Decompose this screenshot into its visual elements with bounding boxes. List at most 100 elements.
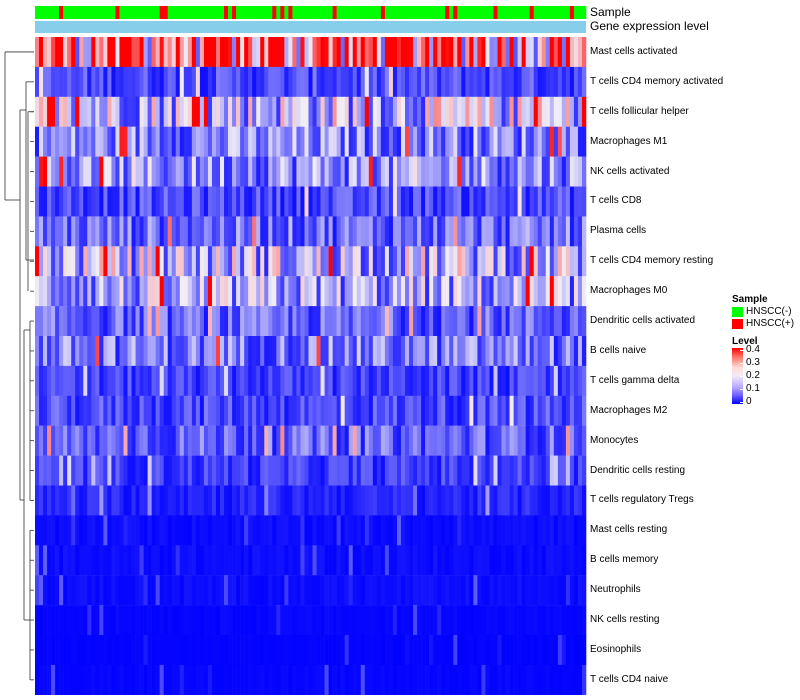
heatmap-cell	[155, 605, 160, 636]
heatmap-cell	[59, 276, 64, 307]
row-label: T cells CD4 naive	[590, 673, 669, 685]
heatmap-cell	[553, 66, 559, 97]
heatmap-cell	[115, 96, 120, 127]
heatmap-cell	[103, 66, 108, 97]
heatmap-cell	[473, 66, 478, 97]
heatmap-cell	[409, 306, 414, 337]
heatmap-cell	[147, 365, 152, 396]
heatmap-cell	[489, 575, 494, 606]
heatmap-cell	[79, 66, 84, 97]
heatmap-cell	[191, 216, 197, 247]
heatmap-cell	[155, 395, 160, 426]
heatmap-cell	[356, 126, 362, 157]
heatmap-cell	[139, 515, 144, 546]
heatmap-cell	[195, 276, 201, 307]
heatmap-cell	[336, 37, 341, 68]
heatmap-cell	[171, 246, 177, 277]
heatmap-cell	[248, 575, 253, 606]
heatmap-cell	[107, 156, 112, 187]
heatmap-cell	[195, 186, 201, 217]
heatmap-cell	[103, 635, 108, 666]
heatmap-cell	[400, 515, 406, 546]
heatmap-cell	[376, 365, 382, 396]
heatmap-cell	[51, 635, 56, 666]
heatmap-cell	[549, 635, 555, 666]
heatmap-cell	[505, 66, 510, 97]
heatmap-cell	[441, 455, 446, 486]
sample-annotation-cell	[75, 6, 80, 19]
heatmap-cell	[316, 545, 321, 576]
heatmap-cell	[396, 126, 402, 157]
heatmap-cell	[115, 126, 120, 157]
heatmap-cell	[63, 156, 68, 187]
heatmap-cell	[368, 96, 374, 127]
sample-annotation-cell	[437, 6, 442, 19]
heatmap-cell	[300, 96, 305, 127]
heatmap-cell	[211, 365, 217, 396]
heatmap-cell	[405, 276, 410, 307]
heatmap-cell	[388, 455, 394, 486]
heatmap-cell	[553, 575, 559, 606]
heatmap-cell	[107, 485, 112, 516]
heatmap-cell	[63, 306, 68, 337]
heatmap-cell	[203, 126, 209, 157]
heatmap-cell	[99, 605, 104, 636]
heatmap-cell	[35, 306, 40, 337]
heatmap-cell	[91, 635, 96, 666]
heatmap-cell	[525, 455, 530, 486]
heatmap-cell	[557, 664, 563, 695]
heatmap-cell	[232, 96, 237, 127]
heatmap-cell	[352, 336, 358, 367]
heatmap-cell	[461, 216, 466, 247]
heatmap-cell	[151, 186, 156, 217]
heatmap-cell	[63, 216, 68, 247]
heatmap-cell	[328, 455, 333, 486]
heatmap-cell	[392, 276, 398, 307]
heatmap-cell	[429, 37, 434, 68]
heatmap-cell	[123, 455, 128, 486]
heatmap-cell	[352, 96, 358, 127]
heatmap-cell	[207, 605, 213, 636]
heatmap-cell	[344, 216, 350, 247]
heatmap-cell	[75, 66, 80, 97]
heatmap-cell	[256, 126, 261, 157]
heatmap-cell	[573, 96, 579, 127]
heatmap-cell	[417, 246, 422, 277]
heatmap-cell	[376, 485, 382, 516]
heatmap-cell	[203, 66, 209, 97]
heatmap-cell	[400, 276, 406, 307]
heatmap-cell	[236, 246, 241, 277]
heatmap-cell	[380, 66, 386, 97]
heatmap-cell	[151, 156, 156, 187]
heatmap-cell	[565, 186, 571, 217]
heatmap-cell	[497, 276, 502, 307]
heatmap-cell	[83, 66, 88, 97]
heatmap-cell	[123, 485, 128, 516]
heatmap-cell	[557, 485, 563, 516]
heatmap-cell	[409, 276, 414, 307]
heatmap-cell	[577, 336, 583, 367]
heatmap-cell	[577, 96, 583, 127]
heatmap-cell	[83, 306, 88, 337]
heatmap-cell	[493, 664, 498, 695]
heatmap-cell	[284, 66, 289, 97]
heatmap-cell	[276, 306, 281, 337]
heatmap-cell	[260, 365, 265, 396]
heatmap-cell	[268, 216, 273, 247]
heatmap-cell	[304, 156, 309, 187]
heatmap-cell	[501, 216, 506, 247]
heatmap-cell	[232, 425, 237, 456]
heatmap-cell	[300, 395, 305, 426]
heatmap-cell	[368, 545, 374, 576]
heatmap-cell	[268, 455, 273, 486]
heatmap-cell	[35, 575, 40, 606]
sample-annotation-cell	[244, 6, 249, 19]
heatmap-cell	[87, 126, 92, 157]
heatmap-cell	[191, 664, 197, 695]
heatmap-cell	[111, 66, 116, 97]
heatmap-cell	[453, 545, 458, 576]
row-label: Dendritic cells resting	[590, 464, 686, 476]
heatmap-cell	[461, 455, 466, 486]
heatmap-cell	[175, 425, 181, 456]
heatmap-cell	[67, 216, 72, 247]
